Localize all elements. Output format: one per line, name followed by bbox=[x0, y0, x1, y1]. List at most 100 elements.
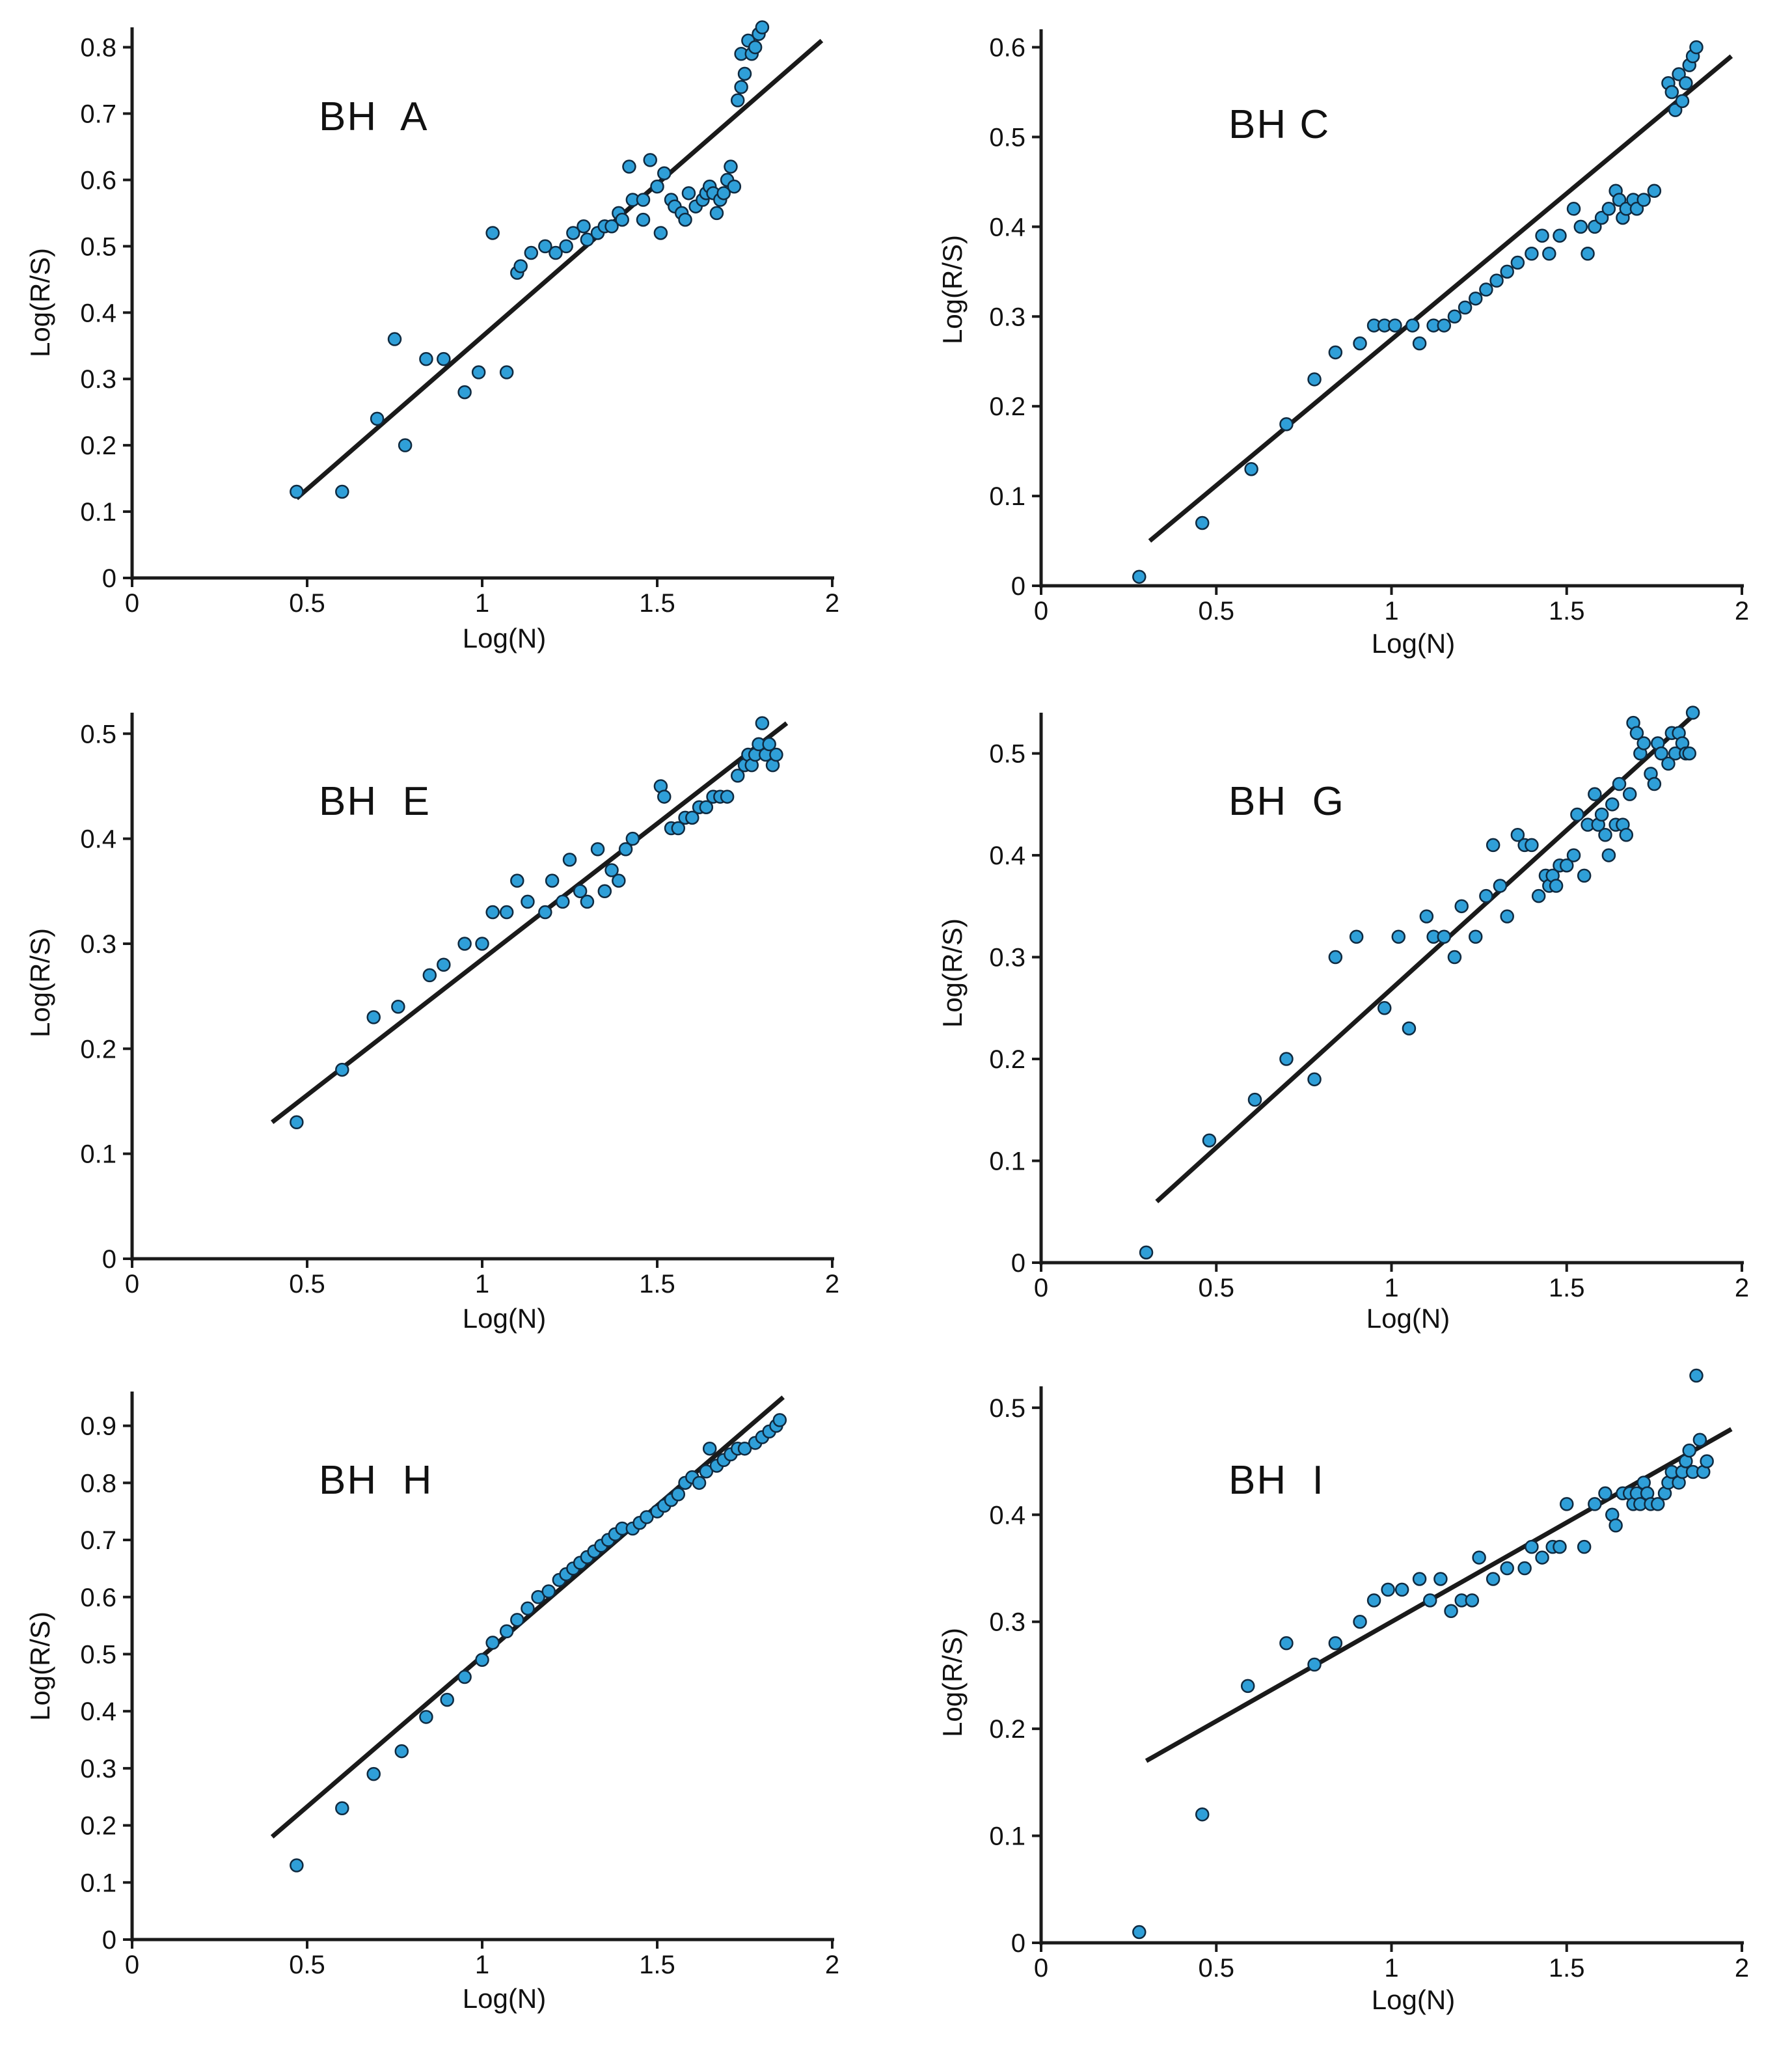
data-point bbox=[1500, 909, 1514, 924]
y-tick-label: 0.8 bbox=[80, 1469, 116, 1498]
x-tick-label: 1 bbox=[475, 589, 489, 618]
y-tick-label: 0.5 bbox=[989, 740, 1025, 769]
regression-line bbox=[1155, 711, 1698, 1203]
data-point bbox=[1689, 40, 1704, 55]
data-point bbox=[1525, 1539, 1539, 1554]
data-point bbox=[1394, 1582, 1409, 1597]
data-point bbox=[335, 484, 349, 499]
data-point bbox=[681, 186, 696, 200]
data-point bbox=[1531, 888, 1546, 903]
data-point bbox=[1581, 247, 1595, 261]
data-point bbox=[335, 1801, 349, 1816]
data-point bbox=[1672, 67, 1686, 81]
data-point bbox=[1598, 828, 1612, 842]
data-point bbox=[1195, 1807, 1210, 1822]
data-point bbox=[577, 219, 591, 234]
chart-panel-bh-e: BH E Log(N) Log(R/S) 0 0.5 1 1.5 2 0 0.1 0.2 0.3… bbox=[25, 713, 839, 1334]
data-point bbox=[1479, 282, 1493, 297]
y-axis-title: Log(R/S) bbox=[25, 928, 55, 1037]
data-point bbox=[437, 957, 451, 972]
data-point bbox=[685, 810, 699, 825]
data-point bbox=[625, 831, 640, 846]
x-tick-label: 1 bbox=[475, 1951, 489, 1979]
data-point bbox=[475, 937, 489, 951]
data-point bbox=[734, 79, 748, 94]
data-point bbox=[1391, 929, 1406, 944]
y-tick-label: 0.6 bbox=[80, 166, 116, 195]
data-point bbox=[1437, 929, 1452, 944]
data-point bbox=[1609, 1518, 1623, 1533]
data-point bbox=[366, 1766, 381, 1781]
y-tick-label: 0.1 bbox=[989, 1147, 1025, 1176]
data-point bbox=[1700, 1454, 1714, 1468]
data-point bbox=[391, 1000, 405, 1014]
data-point bbox=[562, 853, 577, 867]
x-tick-label: 0 bbox=[125, 1951, 139, 1979]
data-point bbox=[545, 873, 560, 888]
data-point bbox=[1664, 85, 1679, 100]
data-point bbox=[394, 1744, 409, 1759]
y-tick-label: 0.9 bbox=[80, 1412, 116, 1441]
data-point bbox=[485, 226, 500, 240]
panel-title: BH E bbox=[319, 779, 431, 824]
regression-line bbox=[1148, 54, 1733, 543]
x-tick-label: 2 bbox=[825, 1270, 839, 1298]
x-tick-label: 1.5 bbox=[1549, 1274, 1585, 1302]
y-tick-label: 0.3 bbox=[80, 365, 116, 394]
chart-panel-bh-a: BH A Log(N) Log(R/S) 0 0.5 1 1.5 2 0 0.1 0.2 0.3… bbox=[25, 20, 839, 653]
data-point bbox=[1629, 202, 1644, 216]
data-point bbox=[1279, 1052, 1294, 1066]
data-point bbox=[604, 863, 619, 877]
data-point bbox=[1549, 879, 1564, 893]
data-point bbox=[1651, 1497, 1665, 1511]
data-point bbox=[615, 212, 629, 227]
data-point bbox=[1349, 929, 1364, 944]
data-point bbox=[1433, 1572, 1448, 1586]
data-point bbox=[580, 232, 595, 247]
data-point bbox=[1668, 103, 1683, 117]
y-tick-label: 0.2 bbox=[989, 1045, 1025, 1074]
data-point bbox=[755, 716, 770, 730]
regression-line bbox=[295, 38, 824, 501]
data-point bbox=[737, 66, 752, 81]
data-point bbox=[657, 789, 672, 804]
y-tick-label: 0 bbox=[1011, 1929, 1025, 1958]
y-tick-label: 0.4 bbox=[989, 842, 1025, 870]
y-tick-label: 0.6 bbox=[80, 1584, 116, 1612]
x-tick-label: 0.5 bbox=[289, 1951, 325, 1979]
data-point bbox=[692, 1475, 707, 1490]
y-tick-label: 0.4 bbox=[80, 825, 116, 854]
x-tick-label: 2 bbox=[1735, 1274, 1749, 1302]
data-point bbox=[1588, 1497, 1602, 1511]
data-point bbox=[1553, 228, 1567, 243]
data-point bbox=[1510, 828, 1525, 842]
y-tick-label: 0.3 bbox=[80, 930, 116, 959]
data-point bbox=[730, 93, 745, 107]
data-point bbox=[636, 212, 651, 227]
data-point bbox=[510, 873, 524, 888]
data-point bbox=[457, 1669, 472, 1684]
data-point bbox=[1647, 184, 1662, 198]
data-point bbox=[724, 159, 738, 174]
y-tick-label: 0.4 bbox=[989, 213, 1025, 241]
y-tick-label: 0.2 bbox=[80, 432, 116, 460]
data-point bbox=[1479, 888, 1493, 903]
data-point bbox=[597, 884, 612, 899]
data-point bbox=[1685, 706, 1700, 720]
y-tick-label: 0 bbox=[1011, 572, 1025, 601]
data-point bbox=[1675, 94, 1690, 109]
data-point bbox=[671, 821, 686, 836]
data-point bbox=[419, 351, 433, 366]
data-point bbox=[422, 968, 437, 983]
y-axis-title: Log(R/S) bbox=[25, 248, 55, 357]
data-point bbox=[699, 800, 714, 814]
data-point bbox=[604, 219, 619, 234]
data-point bbox=[737, 1441, 752, 1456]
x-axis-title: Log(N) bbox=[1372, 628, 1455, 659]
data-point bbox=[1577, 1539, 1592, 1554]
data-point bbox=[1247, 1092, 1262, 1107]
data-point bbox=[475, 1653, 489, 1667]
data-point bbox=[387, 332, 402, 346]
data-point bbox=[1139, 1245, 1154, 1260]
data-point bbox=[485, 905, 500, 920]
